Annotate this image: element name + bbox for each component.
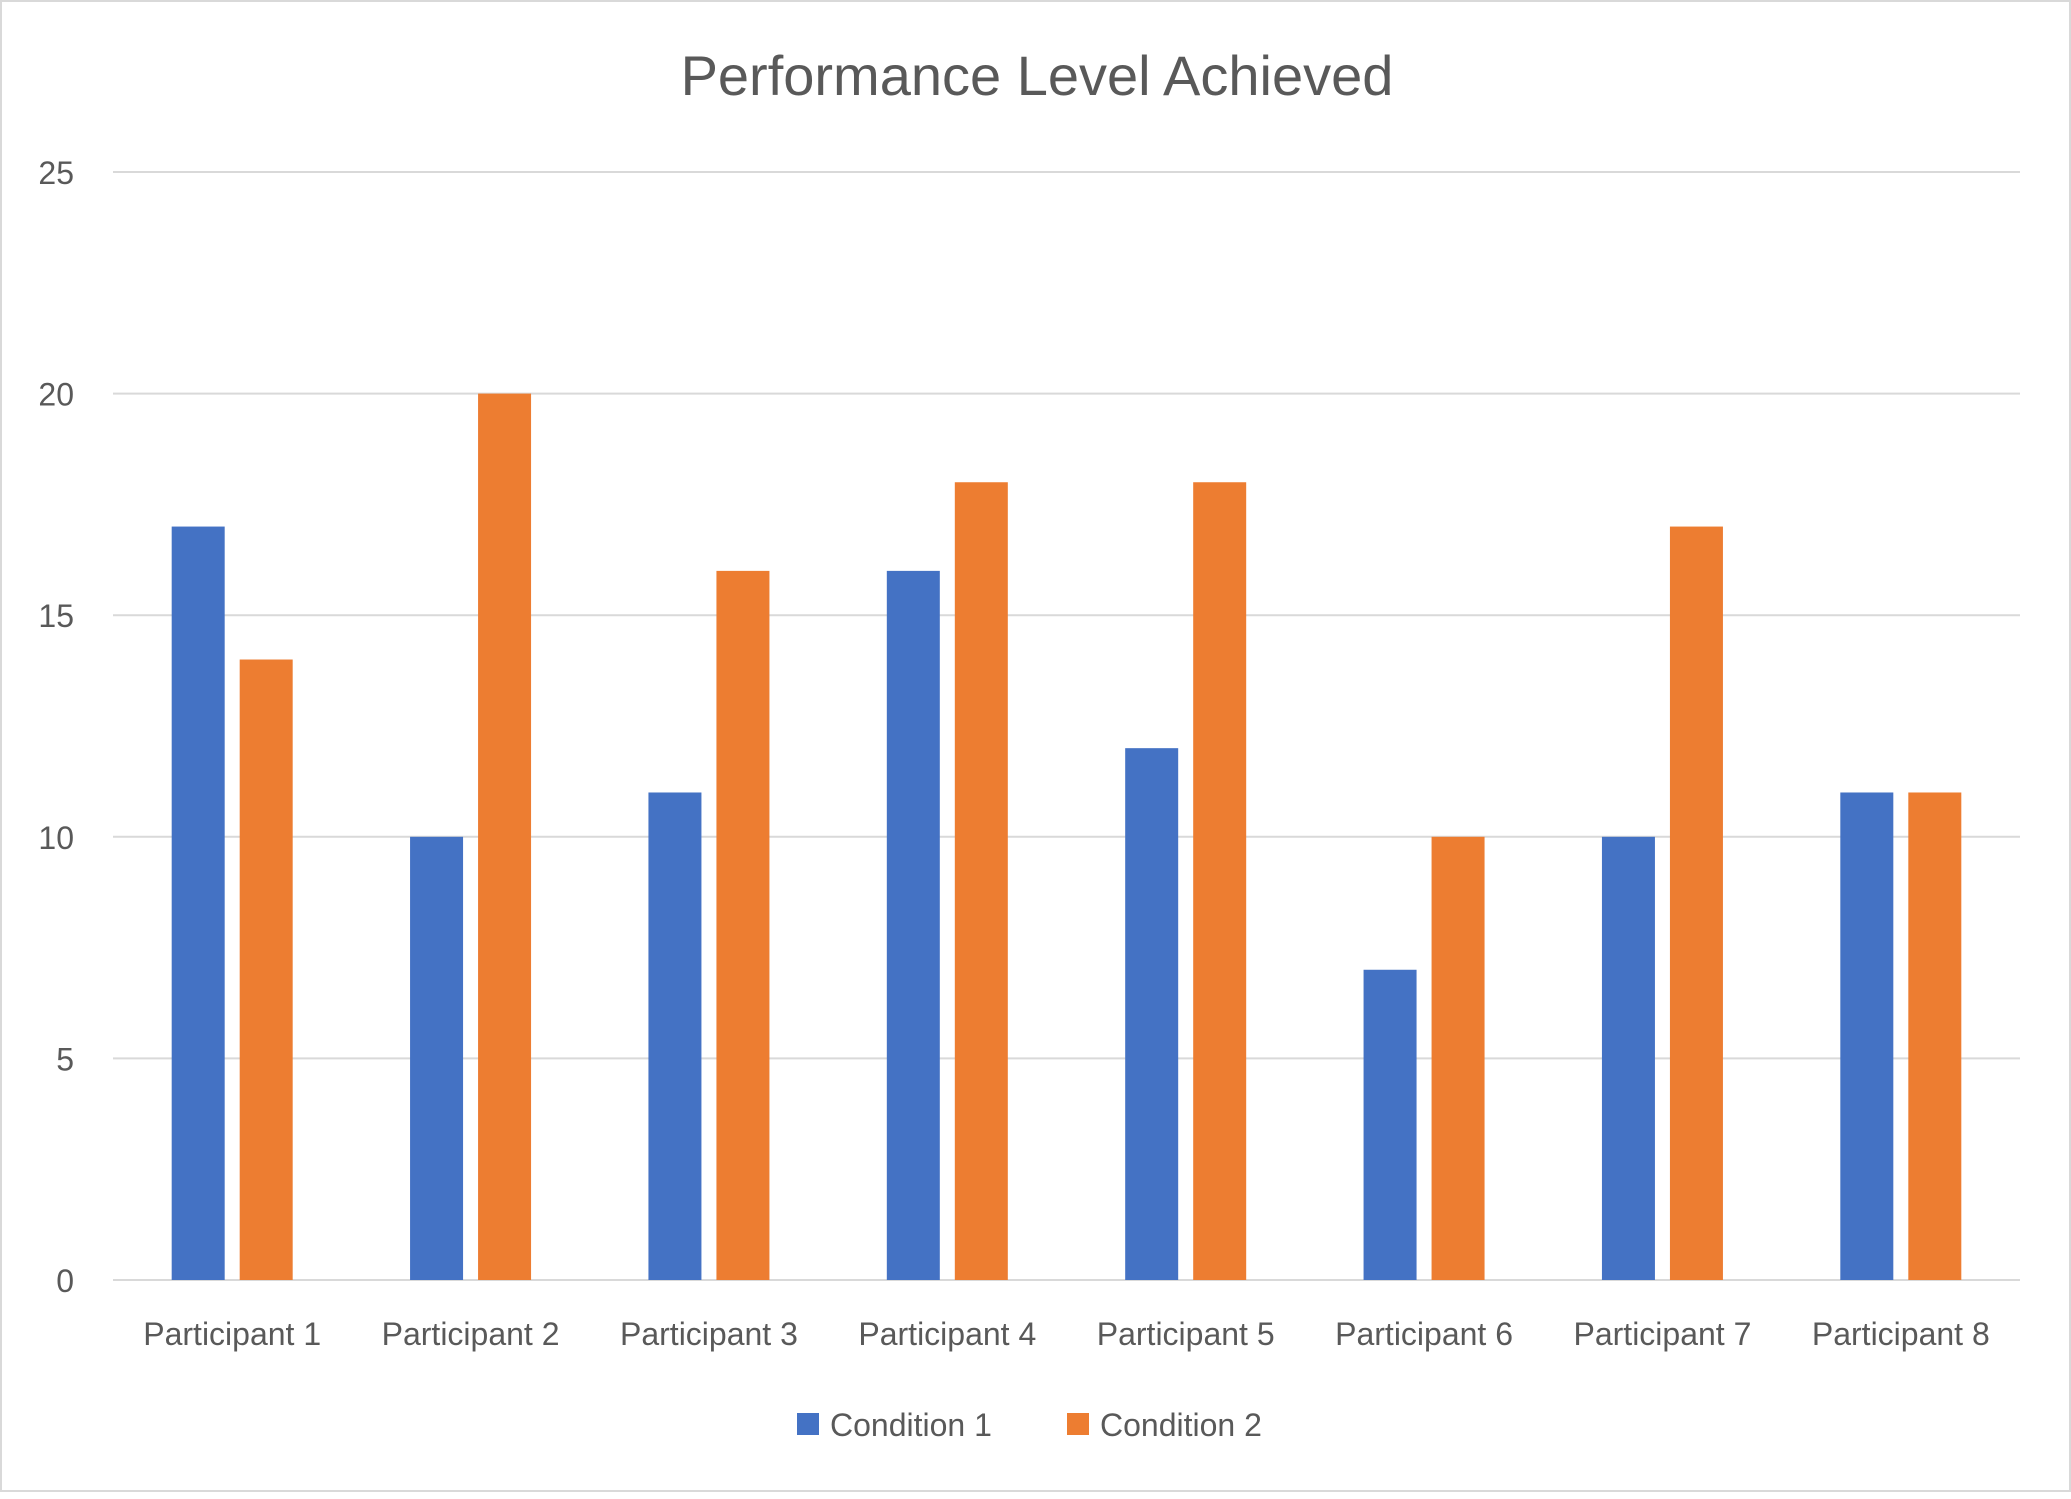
bar-1-1 — [171, 526, 225, 1280]
bar-2-5 — [1193, 482, 1247, 1280]
bar-1-6 — [1363, 969, 1417, 1280]
y-tick-label: 15 — [38, 598, 74, 634]
legend-swatch-2 — [1067, 1413, 1089, 1435]
bar-2-2 — [478, 393, 532, 1281]
y-tick-label: 5 — [56, 1041, 74, 1077]
x-tick-label: Participant 7 — [1574, 1316, 1752, 1352]
bar-2-1 — [239, 659, 293, 1280]
bar-2-6 — [1431, 836, 1485, 1280]
legend-label-2: Condition 2 — [1100, 1407, 1262, 1443]
bar-2-8 — [1908, 792, 1962, 1280]
x-tick-label: Participant 4 — [858, 1316, 1036, 1352]
bar-1-8 — [1840, 792, 1894, 1280]
x-tick-label: Participant 8 — [1812, 1316, 1990, 1352]
legend: Condition 1 Condition 2 — [797, 1407, 1262, 1443]
bars — [171, 393, 1962, 1281]
x-tick-label: Participant 6 — [1335, 1316, 1513, 1352]
bar-1-2 — [410, 836, 464, 1280]
bar-1-7 — [1601, 836, 1655, 1280]
chart-title: Performance Level Achieved — [681, 44, 1394, 107]
gridlines — [113, 171, 2020, 1281]
y-tick-label: 20 — [38, 377, 74, 413]
y-axis-ticks: 0 5 10 15 20 25 — [38, 155, 74, 1299]
x-tick-label: Participant 2 — [382, 1316, 560, 1352]
bar-1-5 — [1125, 748, 1179, 1280]
y-tick-label: 10 — [38, 820, 74, 856]
bar-2-4 — [954, 482, 1008, 1280]
x-tick-label: Participant 1 — [143, 1316, 321, 1352]
y-tick-label: 0 — [56, 1263, 74, 1299]
legend-label-1: Condition 1 — [830, 1407, 992, 1443]
bar-1-3 — [648, 792, 702, 1280]
x-tick-label: Participant 5 — [1097, 1316, 1275, 1352]
y-tick-label: 25 — [38, 155, 74, 191]
x-tick-label: Participant 3 — [620, 1316, 798, 1352]
bar-2-3 — [716, 570, 770, 1280]
bar-1-4 — [886, 570, 940, 1280]
x-axis-ticks: Participant 1 Participant 2 Participant 3 P… — [143, 1316, 1990, 1352]
bar-2-7 — [1669, 526, 1723, 1280]
legend-swatch-1 — [797, 1413, 819, 1435]
